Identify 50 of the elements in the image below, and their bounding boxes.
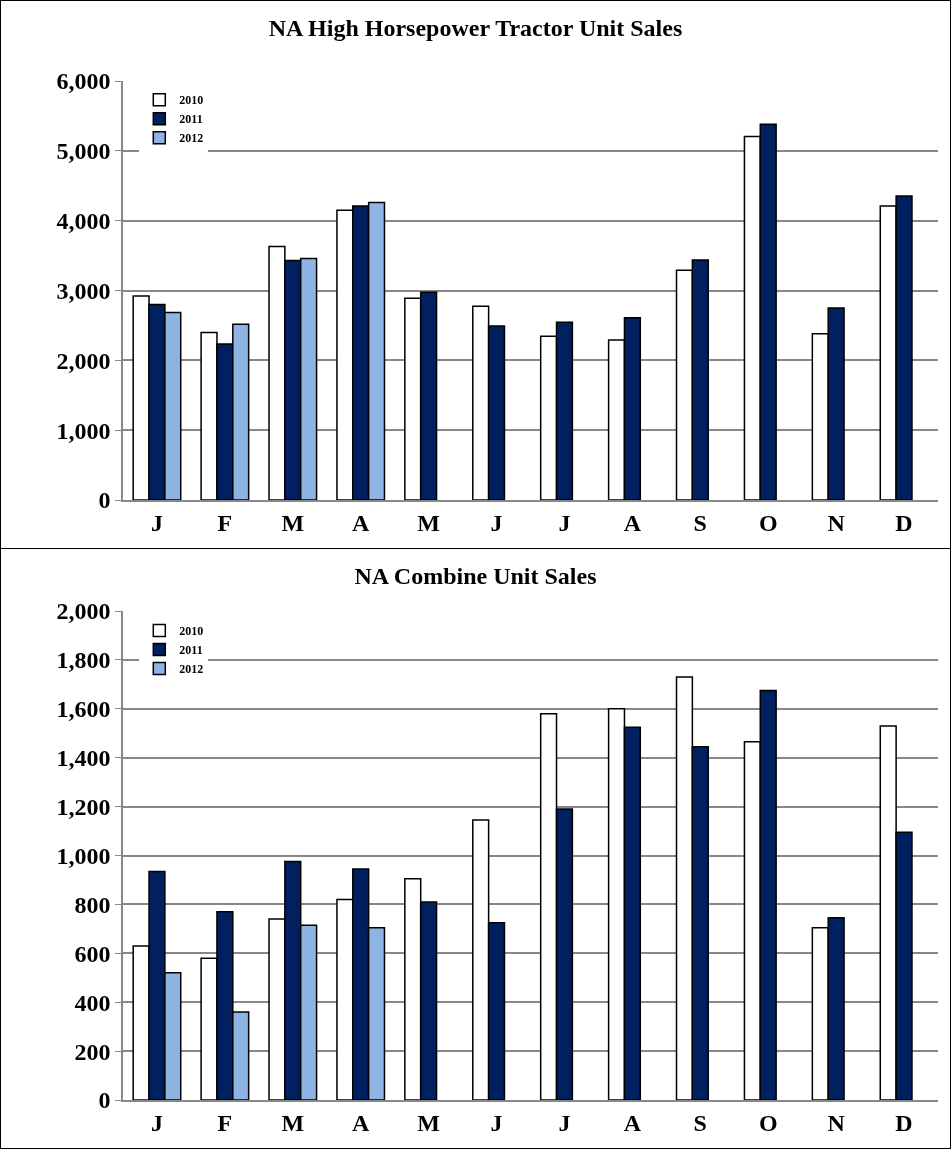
y-tick-label: 4,000	[56, 208, 111, 235]
legend-label: 2010	[179, 93, 204, 108]
x-tick-label: F	[217, 1109, 233, 1136]
y-tick-label: 0	[98, 487, 111, 514]
x-tick-label: S	[693, 509, 707, 536]
y-tick-label: 0	[98, 1087, 111, 1114]
x-tick-label: A	[352, 509, 371, 536]
legend-label: 2010	[179, 624, 204, 639]
x-tick-label: O	[758, 509, 778, 536]
y-tick-label: 200	[74, 1038, 111, 1065]
x-tick-label: M	[281, 509, 305, 536]
x-tick-label: J	[150, 1109, 163, 1136]
x-tick-label: S	[693, 1109, 707, 1136]
x-tick-label: F	[217, 509, 233, 536]
y-tick-label: 1,600	[56, 696, 111, 723]
x-tick-label: M	[417, 1109, 440, 1136]
x-tick-label: J	[150, 509, 163, 536]
x-tick-label: J	[490, 509, 503, 536]
legend-label: 2011	[179, 643, 203, 658]
y-tick-label: 1,000	[56, 417, 111, 444]
y-tick-label: 2,000	[56, 598, 111, 625]
x-tick-label: N	[827, 509, 846, 536]
x-tick-label: J	[558, 1109, 571, 1136]
chart-title: NA High Horsepower Tractor Unit Sales	[268, 14, 683, 41]
y-tick-label: 600	[74, 940, 111, 967]
y-tick-label: 800	[74, 891, 111, 918]
y-tick-label: 1,200	[56, 794, 111, 820]
chart-title: NA Combine Unit Sales	[354, 562, 597, 589]
y-tick-label: 1,400	[56, 745, 111, 772]
x-tick-label: J	[490, 1109, 503, 1136]
legend-label: 2011	[179, 112, 203, 127]
y-tick-label: 5,000	[56, 138, 111, 165]
x-tick-label: A	[352, 1109, 371, 1136]
y-tick-label: 6,000	[56, 68, 111, 95]
x-tick-label: A	[623, 509, 642, 536]
y-tick-label: 400	[74, 989, 111, 1016]
y-tick-label: 3,000	[56, 277, 111, 304]
x-tick-label: O	[758, 1109, 778, 1136]
x-tick-label: D	[895, 509, 913, 536]
legend-label: 2012	[179, 131, 204, 146]
x-tick-label: M	[417, 509, 440, 536]
y-tick-label: 1,800	[56, 647, 111, 674]
y-tick-label: 2,000	[56, 347, 111, 374]
x-tick-label: D	[895, 1109, 913, 1136]
x-tick-label: N	[827, 1109, 846, 1136]
legend-label: 2012	[179, 662, 204, 677]
x-tick-label: A	[623, 1109, 642, 1136]
x-tick-label: J	[558, 509, 571, 536]
x-tick-label: M	[281, 1109, 305, 1136]
y-tick-label: 1,000	[56, 842, 111, 869]
